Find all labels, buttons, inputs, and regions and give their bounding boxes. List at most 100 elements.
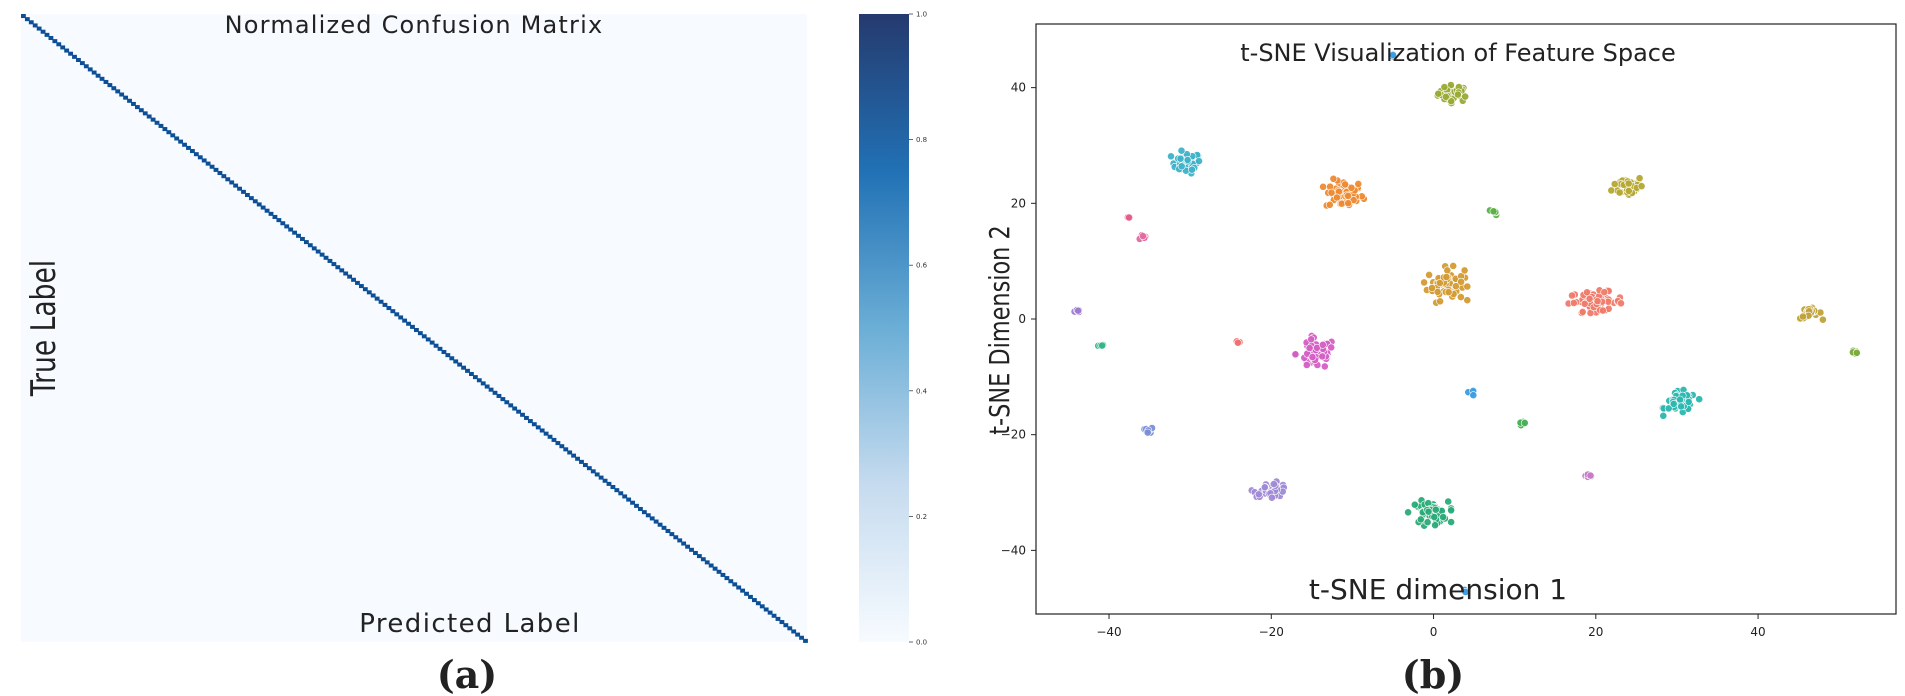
heatmap-cell [614,488,620,493]
heatmap-cell [115,89,121,94]
tsne-point [1469,391,1478,400]
heatmap-cell [736,585,742,590]
heatmap-cell [150,117,156,122]
tsne-point [1441,92,1450,101]
heatmap-cell [429,340,435,345]
heatmap-cell [795,632,801,637]
heatmap-cell [339,268,345,273]
tsne-point [1254,490,1263,499]
tsne-point [1461,92,1470,101]
heatmap-cell [48,35,54,41]
tsne-point [1320,362,1329,371]
heatmap-cell [146,114,152,119]
tsne-point [1325,200,1334,209]
tsne-point [1434,89,1443,98]
heatmap-cell [744,591,749,596]
heatmap-cell [665,528,671,533]
tsne-point [1615,188,1624,197]
heatmap-cell [292,230,297,235]
tsne-point [1420,278,1428,287]
tsne-point [1852,348,1861,357]
colorbar-tick-label: 0.2 [916,513,927,521]
tsne-point [1569,299,1578,307]
heatmap-cell [68,51,73,56]
heatmap-cell [252,199,258,204]
heatmap-cell [759,604,765,609]
heatmap-cell [649,516,655,521]
heatmap-cell [56,42,62,47]
tsne-point [1428,284,1436,292]
heatmap-cell [496,393,502,398]
heatmap-cell [52,39,58,44]
colorbar-tick-label: 0.4 [916,387,928,395]
tsne-point [1436,297,1444,306]
tsne-point [1318,352,1327,361]
heatmap-cell [370,293,376,298]
heatmap-cell [571,453,577,458]
tsne-point [1617,299,1625,308]
colorbar-tick-label: 0.0 [916,639,927,647]
heatmap-cell [673,535,679,540]
heatmap-cell [60,45,66,50]
heatmap-cell [127,98,132,103]
tsne-point [1234,338,1242,347]
heatmap-x-label: Predicted Label [359,609,580,639]
heatmap-cell [476,378,482,383]
heatmap-cell [256,202,262,207]
heatmap-cell [708,563,714,568]
tsne-point [1443,266,1452,275]
heatmap-cell [241,189,246,194]
heatmap-cell [402,318,408,323]
heatmap-cell [276,218,282,223]
heatmap-cell [111,86,117,91]
tsne-point [1635,174,1644,183]
heatmap-cell [630,500,635,505]
heatmap-cell [586,466,592,471]
heatmap-cell [213,167,219,172]
heatmap-cell [622,494,628,499]
tsne-point [1268,493,1276,502]
heatmap-cell [382,302,388,307]
x-tick-label: 20 [1588,625,1603,639]
heatmap-cell [551,437,557,442]
heatmap-cell [755,601,761,606]
heatmap-cell [307,243,313,248]
tsne-point [1444,497,1453,506]
heatmap-cell [524,415,529,420]
heatmap-cell [594,472,600,477]
heatmap-cell [484,384,490,389]
heatmap-cell [87,67,93,72]
heatmap-cell [248,196,254,201]
tsne-point [1431,505,1440,514]
tsne-point [1074,306,1083,315]
tsne-point [1593,297,1602,306]
tsne-point [1167,152,1175,161]
colorbar [859,14,909,642]
panel-b-caption: (b) [1402,652,1465,696]
tsne-point [1624,179,1633,188]
heatmap-cell [748,594,753,599]
heatmap-cell [119,92,125,97]
heatmap-cell [162,127,168,132]
tsne-point [1270,480,1278,488]
heatmap-cell [504,400,510,405]
heatmap-cell [386,306,392,311]
heatmap-cell [197,155,203,160]
heatmap-cell [472,375,478,380]
tsne-point [1610,180,1619,188]
tsne-point [1454,90,1462,99]
heatmap-cell [720,572,726,577]
heatmap-cell [645,513,651,518]
heatmap-cell [229,180,235,185]
heatmap-cell [740,588,746,593]
heatmap-cell [492,390,498,395]
tsne-point [1327,343,1336,352]
heatmap-cell [300,236,305,241]
heatmap-cell [303,240,309,245]
heatmap-cell [414,328,419,333]
tsne-point [1327,188,1336,197]
heatmap-cell [398,315,404,320]
heatmap-cell [28,20,34,25]
tsne-y-label: t-SNE Dimension 2 [982,225,1015,434]
